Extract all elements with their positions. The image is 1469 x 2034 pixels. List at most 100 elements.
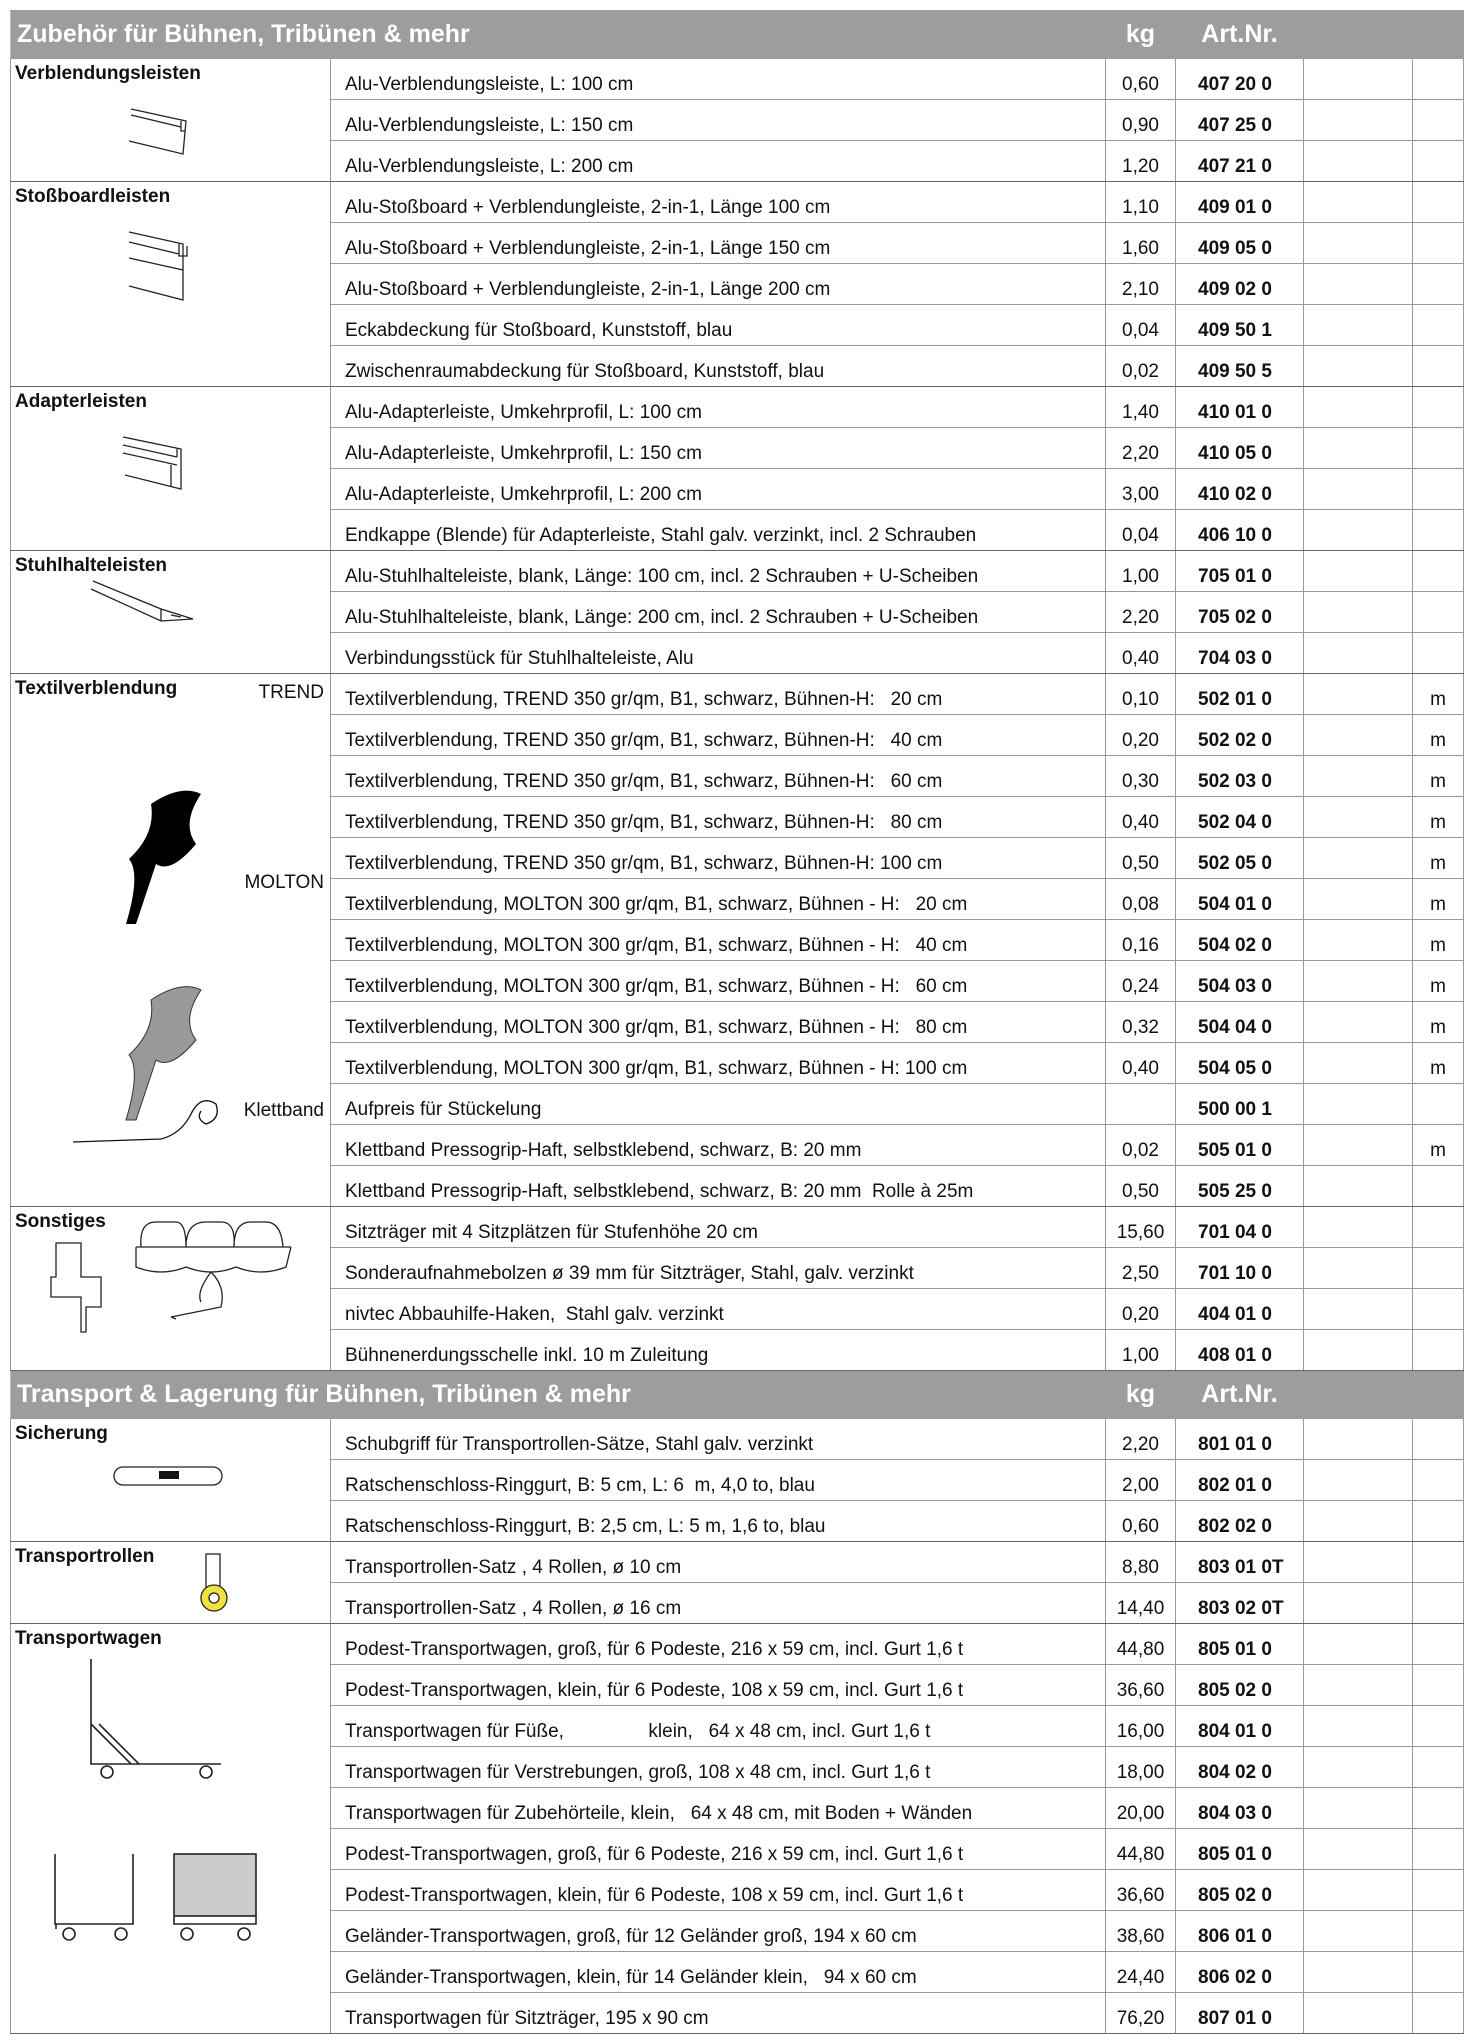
item-desc: Verbindungsstück für Stuhlhalteleiste, A… — [330, 632, 1106, 674]
item-kg: 20,00 — [1105, 1787, 1176, 1829]
group-cell: Textilverblendung TREND MOLTON Klettband — [10, 673, 331, 1207]
item-art: 802 02 0 — [1175, 1500, 1304, 1542]
item-row: Zwischenraumabdeckung für Stoßboard, Kun… — [11, 345, 1464, 387]
item-row: Transportrollen Transportrollen-Satz , 4 … — [10, 1541, 1464, 1624]
header-blank — [1303, 1370, 1413, 1419]
item-desc: Zwischenraumabdeckung für Stoßboard, Kun… — [330, 345, 1106, 387]
item-blank — [1303, 1623, 1413, 1665]
item-row: Alu-Stoßboard + Verblendungleiste, 2-in-… — [11, 222, 1464, 264]
item-unit — [1412, 345, 1464, 387]
item-desc: Textilverblendung, MOLTON 300 gr/qm, B1,… — [330, 878, 1106, 920]
group-label: Sonstiges — [15, 1211, 106, 1232]
item-unit: m — [1412, 837, 1464, 879]
group-cell: Sonstiges — [10, 1206, 331, 1371]
group-label: Stuhlhalteleisten — [15, 555, 168, 576]
item-unit — [1412, 1787, 1464, 1829]
item-unit — [1412, 1664, 1464, 1706]
item-row: Podest-Transportwagen, groß, für 6 Podes… — [11, 1828, 1464, 1870]
item-desc: Eckabdeckung für Stoßboard, Kunststoff, … — [330, 304, 1106, 346]
item-kg: 38,60 — [1105, 1910, 1176, 1952]
item-desc: Klettband Pressogrip-Haft, selbstklebend… — [330, 1165, 1106, 1207]
item-unit — [1412, 1288, 1464, 1330]
item-row: Textilverblendung, TREND 350 gr/qm, B1, … — [11, 714, 1464, 756]
item-desc: Transportwagen für Sitzträger, 195 x 90 … — [330, 1992, 1106, 2034]
group-icon — [90, 580, 194, 622]
item-kg: 0,08 — [1105, 878, 1176, 920]
group-icon — [128, 231, 188, 301]
item-unit: m — [1412, 960, 1464, 1002]
header-art: Art.Nr. — [1175, 1370, 1304, 1419]
item-art: 803 01 0T — [1175, 1541, 1304, 1583]
item-kg: 2,20 — [1105, 427, 1176, 469]
item-blank — [1303, 263, 1413, 305]
item-kg: 1,40 — [1105, 386, 1176, 428]
item-desc: Ratschenschloss-Ringgurt, B: 2,5 cm, L: … — [330, 1500, 1106, 1542]
item-kg: 44,80 — [1105, 1623, 1176, 1665]
item-unit — [1412, 1329, 1464, 1371]
item-art: 407 20 0 — [1175, 58, 1304, 100]
item-kg: 0,04 — [1105, 509, 1176, 551]
item-row: Eckabdeckung für Stoßboard, Kunststoff, … — [11, 304, 1464, 346]
catalog-table: Zubehör für Bühnen, Tribünen & mehr kg Art… — [10, 10, 1464, 2034]
item-unit — [1412, 1083, 1464, 1125]
item-art: 408 01 0 — [1175, 1329, 1304, 1371]
item-art: 409 50 5 — [1175, 345, 1304, 387]
item-art: 505 25 0 — [1175, 1165, 1304, 1207]
header-blank — [1303, 10, 1413, 59]
item-desc: Podest-Transportwagen, klein, für 6 Pode… — [330, 1869, 1106, 1911]
item-kg: 0,60 — [1105, 1500, 1176, 1542]
item-row: Transportwagen für Zubehörteile, klein, … — [11, 1787, 1464, 1829]
item-unit: m — [1412, 755, 1464, 797]
item-art: 409 01 0 — [1175, 181, 1304, 223]
item-blank — [1303, 591, 1413, 633]
item-art: 806 02 0 — [1175, 1951, 1304, 1993]
group-wrap: Transportrollen — [12, 1543, 330, 1617]
group-icon — [128, 108, 187, 155]
item-desc: Transportrollen-Satz , 4 Rollen, ø 16 cm — [330, 1582, 1106, 1624]
item-kg: 0,32 — [1105, 1001, 1176, 1043]
item-art: 803 02 0T — [1175, 1582, 1304, 1624]
item-blank — [1303, 960, 1413, 1002]
item-kg: 2,20 — [1105, 1418, 1176, 1460]
item-kg: 15,60 — [1105, 1206, 1176, 1248]
item-blank — [1303, 509, 1413, 551]
item-desc: Textilverblendung, TREND 350 gr/qm, B1, … — [330, 796, 1106, 838]
item-art: 502 01 0 — [1175, 673, 1304, 715]
item-kg: 18,00 — [1105, 1746, 1176, 1788]
item-blank — [1303, 222, 1413, 264]
item-row: Textilverblendung TREND MOLTON Klettband Tex… — [10, 673, 1464, 1207]
row-tag: Klettband — [243, 1100, 324, 1121]
item-desc: Endkappe (Blende) für Adapterleiste, Sta… — [330, 509, 1106, 551]
group-cell: Adapterleisten — [10, 386, 331, 551]
item-art: 805 01 0 — [1175, 1623, 1304, 1665]
item-kg: 0,16 — [1105, 919, 1176, 961]
group-label: Sicherung — [15, 1423, 108, 1444]
item-art: 410 01 0 — [1175, 386, 1304, 428]
item-desc: Ratschenschloss-Ringgurt, B: 5 cm, L: 6 … — [330, 1459, 1106, 1501]
item-art: 504 01 0 — [1175, 878, 1304, 920]
item-unit: m — [1412, 1042, 1464, 1084]
item-kg: 2,20 — [1105, 591, 1176, 633]
item-art: 407 25 0 — [1175, 99, 1304, 141]
item-blank — [1303, 714, 1413, 756]
item-kg: 0,60 — [1105, 58, 1176, 100]
item-desc: Transportwagen für Füße, klein, 64 x 48 … — [330, 1705, 1106, 1747]
item-row: Podest-Transportwagen, klein, für 6 Pode… — [11, 1664, 1464, 1706]
item-unit: m — [1412, 878, 1464, 920]
item-kg: 2,00 — [1105, 1459, 1176, 1501]
group-cell: Transportrollen — [10, 1541, 331, 1624]
item-art: 804 02 0 — [1175, 1746, 1304, 1788]
item-row: Endkappe (Blende) für Adapterleiste, Sta… — [11, 509, 1464, 551]
item-unit — [1412, 304, 1464, 346]
item-desc: Alu-Adapterleiste, Umkehrprofil, L: 200 … — [330, 468, 1106, 510]
item-blank — [1303, 1664, 1413, 1706]
item-unit — [1412, 427, 1464, 469]
item-desc: Sonderaufnahmebolzen ø 39 mm für Sitzträ… — [330, 1247, 1106, 1289]
group-wrap: Sonstiges — [12, 1208, 330, 1358]
item-row: Textilverblendung, MOLTON 300 gr/qm, B1,… — [11, 1001, 1464, 1043]
item-row: Textilverblendung, TREND 350 gr/qm, B1, … — [11, 796, 1464, 838]
item-blank — [1303, 181, 1413, 223]
item-unit — [1412, 1418, 1464, 1460]
header-art: Art.Nr. — [1175, 10, 1304, 59]
item-row: Sicherung Schubgriff für Transportrollen-… — [10, 1418, 1464, 1542]
